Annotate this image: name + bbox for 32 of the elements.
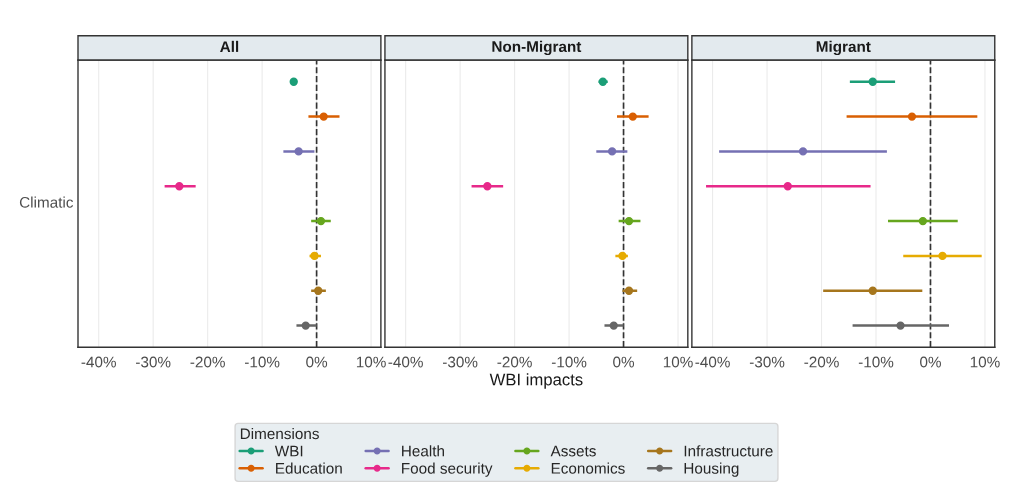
legend-title: Dimensions (240, 427, 319, 440)
legend-label: Housing (684, 462, 739, 477)
x-axis-title: WBI impacts (489, 373, 583, 389)
x-tick-label: -40% (388, 356, 423, 368)
legend-label: Food security (402, 462, 493, 477)
chart-title: All (220, 40, 239, 52)
x-tick-label: -30% (442, 356, 478, 368)
x-tick-label: -20% (804, 356, 839, 368)
legend-label: Education (276, 462, 342, 474)
x-tick-label: -30% (136, 356, 171, 368)
x-tick-label: -10% (858, 356, 894, 368)
chart-title: Non-Migrant (492, 40, 582, 56)
legend-label: Infrastructure (684, 445, 773, 457)
x-tick-label: 0% (613, 356, 635, 368)
legend-label: Assets (550, 445, 596, 457)
x-tick-label: 0% (920, 356, 941, 368)
x-tick-label: 10% (356, 356, 386, 368)
x-tick-label: 10% (663, 356, 693, 368)
text: Climatic (19, 196, 74, 208)
x-tick-label: -40% (81, 356, 116, 368)
x-tick-label: 0% (306, 356, 328, 368)
x-tick-label: -20% (190, 356, 225, 368)
x-tick-label: -40% (695, 356, 730, 368)
x-tick-label: -20% (497, 356, 532, 368)
legend-label: Economics (551, 462, 625, 474)
x-tick-label: -10% (551, 356, 587, 368)
x-tick-label: 10% (970, 356, 1000, 368)
x-tick-label: -30% (749, 356, 785, 368)
x-tick-label: -10% (244, 356, 280, 368)
legend-label: WBI (274, 445, 303, 457)
chart-title: Migrant (816, 40, 871, 56)
legend-label: Health (402, 445, 444, 457)
